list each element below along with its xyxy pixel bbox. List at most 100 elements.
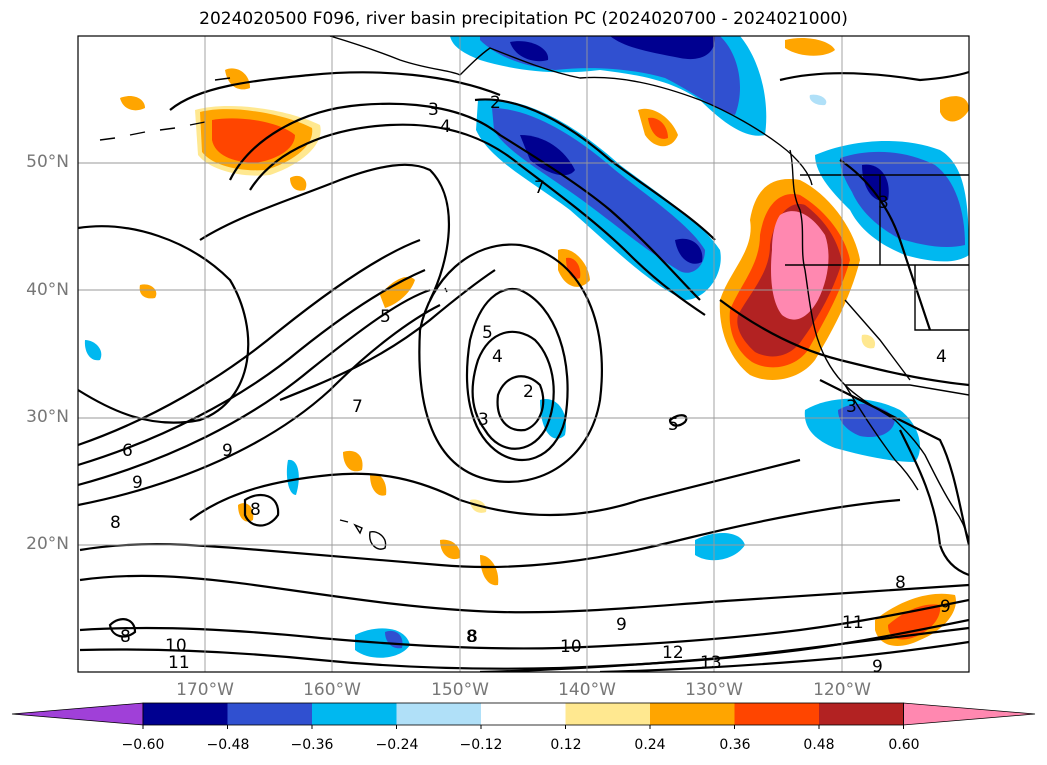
contour-label: 9 bbox=[132, 473, 143, 493]
contour-jet-4 bbox=[78, 304, 441, 507]
border-us-mexico bbox=[845, 384, 969, 396]
lat-label-50n: 50°N bbox=[26, 152, 69, 172]
contour-label: 7 bbox=[534, 178, 545, 198]
contour-label: 2 bbox=[523, 382, 534, 402]
contour-big-ridge bbox=[169, 71, 501, 111]
coast-baja bbox=[844, 384, 919, 491]
chart-title: 2024020500 F096, river basin precipitati… bbox=[199, 9, 848, 29]
contour-label: 10 bbox=[560, 637, 582, 657]
colorbar-segment bbox=[143, 703, 228, 725]
pos-east bbox=[940, 96, 969, 122]
contour-label: 11 bbox=[168, 653, 190, 673]
colorbar-extend-low bbox=[11, 702, 144, 726]
colorbar-tick: 0.24 bbox=[634, 737, 666, 753]
pos-sub-5 bbox=[480, 555, 499, 586]
contour-label: 8 bbox=[250, 500, 261, 520]
contour-label: 8 bbox=[466, 627, 477, 647]
colorbar-extend-high bbox=[903, 702, 1036, 726]
lon-label-140w: 140°W bbox=[558, 680, 616, 700]
contour-label: 11 bbox=[842, 613, 864, 633]
coastlines bbox=[99, 36, 969, 550]
neg-west bbox=[84, 340, 102, 361]
aleutians bbox=[99, 77, 231, 141]
neg-sub bbox=[286, 459, 299, 495]
neg-core-2 bbox=[675, 238, 703, 264]
colorbar-segment bbox=[819, 703, 904, 725]
contour-label: 4 bbox=[936, 347, 947, 367]
contour-13 bbox=[599, 640, 969, 672]
contour-4 bbox=[249, 123, 706, 316]
colorbar bbox=[11, 702, 1036, 729]
contour-label: 9 bbox=[940, 597, 951, 617]
hawaii-1 bbox=[339, 519, 349, 523]
contour-sub-2 bbox=[79, 498, 901, 569]
contour-label: 7 bbox=[352, 397, 363, 417]
contour-east-5 bbox=[839, 159, 932, 331]
contour-7 bbox=[279, 269, 496, 402]
lat-label-40n: 40°N bbox=[26, 280, 69, 300]
graticule bbox=[78, 36, 969, 672]
pos-sub-2 bbox=[370, 473, 387, 496]
contour-east-3 bbox=[899, 429, 969, 577]
lon-label-170w: 170°W bbox=[176, 680, 234, 700]
contour-label: 12 bbox=[662, 643, 684, 663]
colorbar-segment bbox=[650, 703, 735, 725]
contour-label: 5 bbox=[668, 415, 679, 435]
pos-sub-1 bbox=[343, 450, 363, 472]
neg-alaska-east bbox=[809, 94, 827, 106]
contour-label: 5 bbox=[380, 307, 391, 327]
contour-label: 8 bbox=[467, 627, 478, 647]
contour-labels: 2 3 4 7 5 5 4 3 2 7 6 9 9 8 8 9 8 10 11 … bbox=[110, 93, 951, 677]
contour-label: 3 bbox=[428, 100, 439, 120]
contour-cutoff-inner bbox=[471, 330, 555, 450]
lat-label-30n: 30°N bbox=[26, 407, 69, 427]
colorbar-tick: 0.12 bbox=[550, 737, 582, 753]
neg-core-1 bbox=[520, 135, 575, 176]
contour-small-1 bbox=[243, 493, 280, 527]
lon-label-160w: 160°W bbox=[303, 680, 361, 700]
contour-label: 9 bbox=[616, 615, 627, 635]
contour-label: 6 bbox=[122, 441, 133, 461]
contour-label: 2 bbox=[490, 93, 501, 113]
contour-lines bbox=[78, 70, 969, 672]
lon-label-120w: 120°W bbox=[813, 680, 871, 700]
contour-wave bbox=[668, 414, 688, 427]
lon-label-130w: 130°W bbox=[685, 680, 743, 700]
colorbar-tick: −0.24 bbox=[375, 737, 419, 753]
contour-12 bbox=[479, 626, 969, 672]
map-frame bbox=[77, 35, 970, 673]
contour-east-4 bbox=[779, 70, 969, 82]
contour-label: 4 bbox=[440, 117, 451, 137]
contour-label: 3 bbox=[878, 193, 889, 213]
contour-label: 10 bbox=[165, 636, 187, 656]
colorbar-segment bbox=[734, 703, 820, 725]
colorbar-tick: −0.60 bbox=[121, 737, 165, 753]
neg-alaska-deep bbox=[510, 41, 549, 62]
pos-mid-2 bbox=[380, 276, 415, 308]
border-states-3 bbox=[914, 265, 969, 331]
contour-label: 8 bbox=[110, 513, 121, 533]
contour-label: 8 bbox=[895, 573, 906, 593]
contour-ridge-2 bbox=[199, 163, 451, 301]
pos-bc-core bbox=[648, 117, 668, 139]
coast-bc bbox=[789, 149, 969, 541]
contour-label: 5 bbox=[482, 323, 493, 343]
lat-label-20n: 20°N bbox=[26, 534, 69, 554]
neg-canada-deep bbox=[862, 164, 889, 201]
contour-east-1 bbox=[719, 299, 969, 387]
hawaii-2 bbox=[353, 523, 363, 535]
pos-west-small bbox=[120, 96, 145, 111]
contour-cutoff-mid bbox=[465, 288, 569, 462]
pos-sub-4 bbox=[440, 539, 461, 560]
colorbar-tick: 0.48 bbox=[803, 737, 835, 753]
colorbar-tick: −0.48 bbox=[206, 737, 250, 753]
coast-alaska bbox=[329, 36, 813, 186]
contour-jet-1 bbox=[78, 238, 421, 447]
colorbar-frame bbox=[142, 702, 904, 726]
contour-label: 13 bbox=[700, 653, 722, 673]
contour-label: 9 bbox=[872, 657, 883, 677]
contour-label: 9 bbox=[222, 441, 233, 461]
contour-cutoff-core bbox=[496, 375, 545, 432]
pos-alaska-islands bbox=[785, 38, 835, 56]
contour-small-2 bbox=[108, 618, 137, 638]
